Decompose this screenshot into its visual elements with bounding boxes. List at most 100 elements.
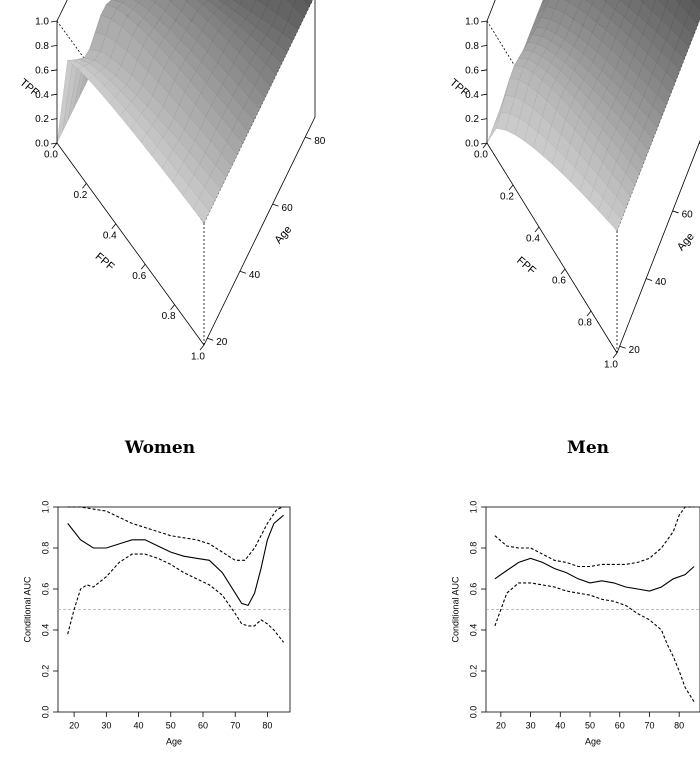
x3d-tick-label-1-0: 0.0 <box>474 150 488 161</box>
x3d-axis-label-1: FPF <box>514 255 538 278</box>
age-tick-0-2 <box>272 203 279 207</box>
x-tick-label-2-3: 50 <box>166 720 176 730</box>
age-tick-label-1-0: 20 <box>629 345 641 356</box>
roc-surface-0 <box>56 0 313 224</box>
z-tick-label-0-2: 0.4 <box>35 90 49 101</box>
x3d-tick-label-0-2: 0.4 <box>103 230 117 241</box>
z-tick-1-0 <box>480 142 488 145</box>
age-tick-1-1 <box>645 278 653 281</box>
x-tick-label-2-5: 70 <box>230 720 240 730</box>
x-tick-label-3-5: 70 <box>644 720 654 730</box>
x-tick-label-2-4: 60 <box>198 720 208 730</box>
x3d-tick-label-0-3: 0.6 <box>132 271 146 282</box>
x3d-tick-1-2 <box>534 226 540 233</box>
x3d-tick-0-2 <box>111 223 117 230</box>
z-tick-label-1-0: 0.0 <box>465 139 479 150</box>
age-tick-label-0-0: 20 <box>216 337 228 348</box>
age-tick-label-1-2: 60 <box>682 210 694 221</box>
x3d-tick-1-3 <box>560 268 566 275</box>
z-tick-label-0-0: 0.0 <box>35 139 49 150</box>
y-tick-label-3-2: 0.4 <box>468 624 478 637</box>
z-tick-label-1-5: 1.0 <box>465 17 479 28</box>
surface-facet-0-12-5 <box>184 0 189 2</box>
y-axis-label-3: Conditional AUC <box>450 576 460 643</box>
auc-title-women: Women <box>124 438 196 458</box>
y-tick-label-2-1: 0.2 <box>40 665 50 678</box>
x-tick-label-3-1: 30 <box>526 720 536 730</box>
x3d-tick-label-1-2: 0.4 <box>526 234 540 245</box>
x-axis-label-3: Age <box>585 736 601 746</box>
z-tick-label-0-3: 0.6 <box>35 65 49 76</box>
z-tick-label-0-4: 0.8 <box>35 41 49 52</box>
x3d-tick-label-0-0: 0.0 <box>44 150 58 161</box>
age-tick-label-0-2: 60 <box>282 203 294 214</box>
z-tick-0-0 <box>50 142 58 145</box>
x3d-tick-label-0-1: 0.2 <box>73 190 87 201</box>
z-tick-1-3 <box>480 69 488 72</box>
age-tick-1-0 <box>619 345 626 349</box>
x3d-tick-0-3 <box>140 263 146 270</box>
z-tick-label-1-2: 0.4 <box>465 90 479 101</box>
z-tick-label-1-4: 0.8 <box>465 41 479 52</box>
y-tick-label-2-0: 0.0 <box>40 706 50 719</box>
x3d-tick-label-1-4: 0.8 <box>578 318 592 329</box>
z-tick-0-4 <box>50 45 58 47</box>
x-tick-label-2-0: 20 <box>69 720 79 730</box>
x3d-tick-label-1-5: 1.0 <box>604 360 618 371</box>
z-tick-1-4 <box>480 45 488 47</box>
x3d-tick-0-1 <box>82 183 87 189</box>
age-tick-0-3 <box>305 136 312 140</box>
age-tick-0-1 <box>239 270 247 274</box>
z-tick-label-0-1: 0.2 <box>35 114 49 125</box>
surface-box-edge-0-i <box>56 142 205 346</box>
x-tick-label-3-4: 60 <box>615 720 625 730</box>
x-tick-label-3-6: 80 <box>674 720 684 730</box>
z-tick-label-0-5: 1.0 <box>35 17 49 28</box>
y-tick-label-2-4: 0.8 <box>40 542 50 555</box>
z-tick-0-3 <box>50 69 58 72</box>
y-tick-label-3-3: 0.6 <box>468 583 478 596</box>
y-tick-label-3-4: 0.8 <box>468 542 478 555</box>
auc-title-men: Men <box>567 438 609 458</box>
x3d-tick-0-0 <box>52 142 58 149</box>
surface-facet-1-0-13 <box>607 208 622 232</box>
z-tick-1-1 <box>480 118 488 120</box>
x3d-tick-0-5 <box>199 344 205 351</box>
age-tick-0-0 <box>207 337 214 341</box>
z-tick-1-2 <box>480 93 488 96</box>
y-tick-label-3-1: 0.2 <box>468 665 478 678</box>
x-tick-label-2-6: 80 <box>262 720 272 730</box>
x-tick-label-2-1: 30 <box>101 720 111 730</box>
z-tick-label-1-1: 0.2 <box>465 114 479 125</box>
x3d-tick-1-5 <box>612 352 618 359</box>
y-axis-label-2: Conditional AUC <box>22 576 32 643</box>
age-axis-label-0: Age <box>273 224 295 247</box>
auc-series-3-2 <box>494 582 695 703</box>
auc-series-2-1 <box>67 506 284 561</box>
y-tick-label-2-2: 0.4 <box>40 624 50 637</box>
auc-series-3-0 <box>494 557 695 592</box>
z-tick-0-5 <box>50 20 58 23</box>
x-axis-label-2: Age <box>166 736 182 746</box>
x3d-tick-1-0 <box>482 142 488 149</box>
y-tick-label-3-5: 1.0 <box>468 501 478 514</box>
z-tick-1-5 <box>480 20 488 23</box>
auc-series-2-2 <box>67 553 285 643</box>
auc-series-3-1 <box>494 506 695 568</box>
x-tick-label-3-0: 20 <box>496 720 506 730</box>
x-tick-label-3-2: 40 <box>555 720 565 730</box>
surface-box-edge-0-j <box>203 116 316 346</box>
x-tick-label-2-2: 40 <box>134 720 144 730</box>
x3d-tick-label-0-5: 1.0 <box>191 352 205 363</box>
surface-facet-0-0-13 <box>193 198 210 224</box>
age-tick-label-1-1: 40 <box>655 277 667 288</box>
x3d-tick-1-4 <box>586 310 592 317</box>
age-tick-label-0-3: 80 <box>314 136 326 147</box>
auc-series-2-0 <box>67 514 284 607</box>
z-tick-0-1 <box>50 118 58 120</box>
x3d-tick-label-1-1: 0.2 <box>500 192 514 203</box>
x3d-axis-label-0: FPF <box>93 251 117 274</box>
z-tick-label-1-3: 0.6 <box>465 65 479 76</box>
z-tick-0-2 <box>50 93 58 96</box>
